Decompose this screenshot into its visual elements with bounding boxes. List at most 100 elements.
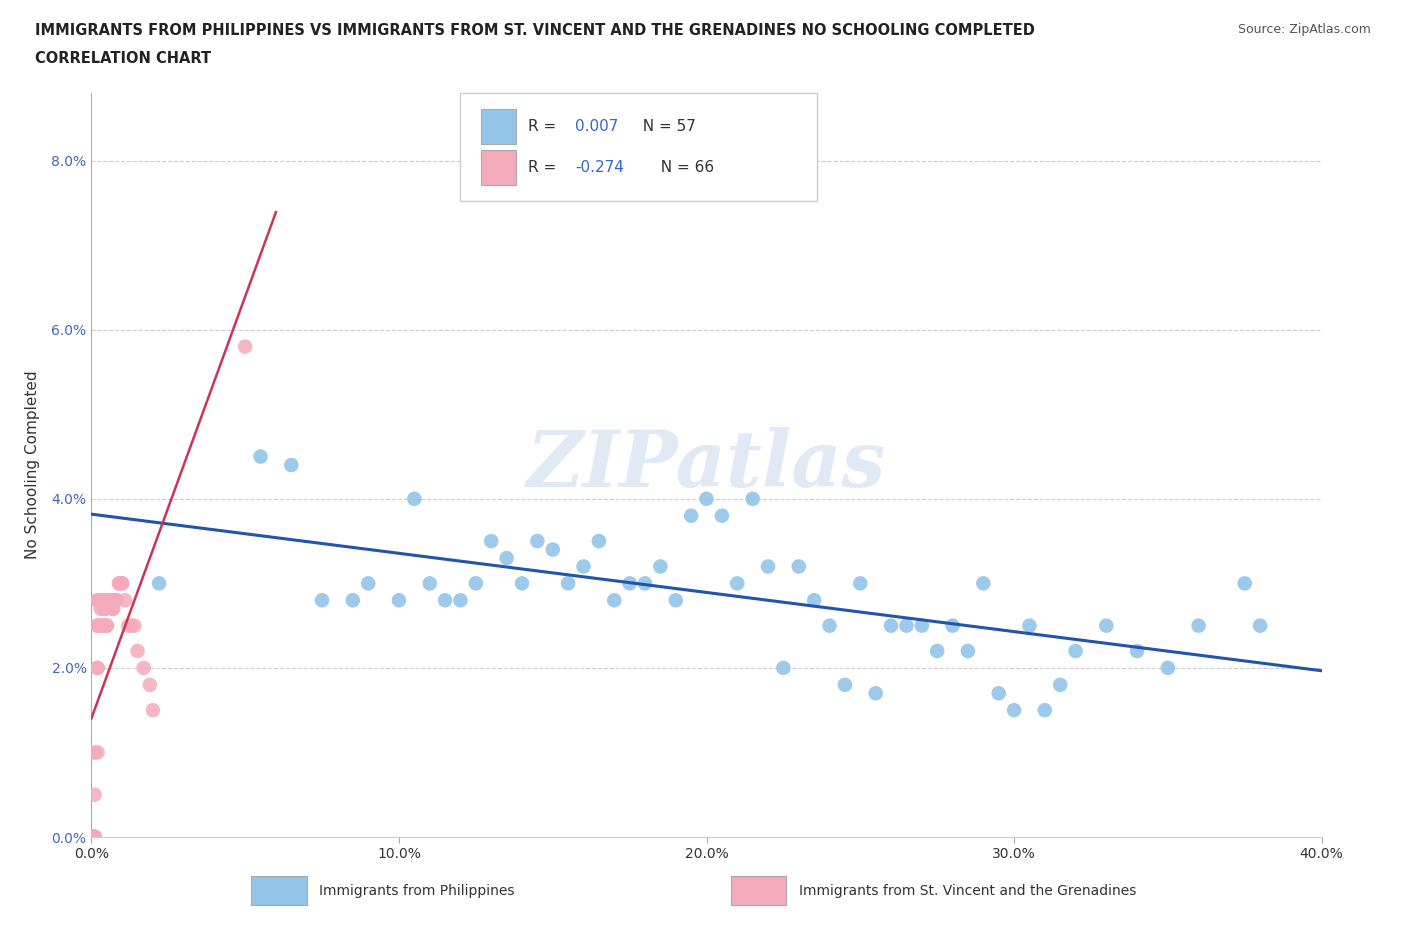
Point: [96, 592, 118, 607]
Point: [741, 491, 763, 506]
Point: [1157, 660, 1180, 675]
Point: [756, 559, 779, 574]
Point: [101, 602, 124, 617]
Point: [1033, 703, 1056, 718]
Point: [342, 592, 364, 607]
Point: [80, 830, 103, 844]
Point: [98, 592, 121, 607]
Point: [880, 618, 903, 633]
Point: [96, 592, 118, 607]
Point: [86, 618, 108, 633]
Text: Immigrants from Philippines: Immigrants from Philippines: [319, 884, 515, 897]
Point: [86, 745, 108, 760]
Point: [956, 644, 979, 658]
Point: [803, 592, 825, 607]
Point: [388, 592, 411, 607]
Point: [90, 618, 112, 633]
Point: [90, 602, 112, 617]
Point: [117, 618, 139, 633]
Point: [787, 559, 810, 574]
Point: [634, 576, 657, 591]
Point: [83, 830, 105, 844]
Bar: [731, 876, 786, 906]
Point: [479, 534, 502, 549]
Point: [83, 830, 105, 844]
Point: [603, 592, 626, 607]
Point: [510, 576, 533, 591]
Point: [93, 618, 115, 633]
Point: [1018, 618, 1040, 633]
Point: [86, 592, 108, 607]
Point: [1249, 618, 1271, 633]
Point: [404, 491, 426, 506]
Point: [105, 592, 127, 607]
Point: [120, 618, 142, 633]
Point: [86, 660, 108, 675]
Point: [449, 592, 471, 607]
Point: [90, 618, 112, 633]
Text: CORRELATION CHART: CORRELATION CHART: [35, 51, 211, 66]
Bar: [252, 876, 307, 906]
Point: [464, 576, 486, 591]
Point: [80, 830, 103, 844]
Point: [834, 677, 856, 692]
Point: [818, 618, 841, 633]
Point: [101, 602, 124, 617]
Point: [105, 592, 127, 607]
Point: [83, 830, 105, 844]
Point: [86, 660, 108, 675]
Point: [98, 592, 121, 607]
Point: [83, 830, 105, 844]
Point: [90, 618, 112, 633]
Point: [111, 576, 134, 591]
FancyBboxPatch shape: [460, 93, 817, 201]
Point: [108, 576, 131, 591]
Point: [896, 618, 918, 633]
Point: [665, 592, 688, 607]
Point: [101, 602, 124, 617]
Point: [495, 551, 517, 565]
Point: [96, 618, 118, 633]
Point: [83, 830, 105, 844]
Y-axis label: No Schooling Completed: No Schooling Completed: [25, 371, 41, 559]
Point: [105, 592, 127, 607]
Point: [249, 449, 271, 464]
Text: Source: ZipAtlas.com: Source: ZipAtlas.com: [1237, 23, 1371, 36]
Point: [86, 592, 108, 607]
Text: 0.007: 0.007: [575, 119, 619, 134]
Point: [1064, 644, 1087, 658]
Point: [80, 830, 103, 844]
Point: [619, 576, 641, 591]
Point: [93, 592, 115, 607]
Point: [83, 788, 105, 803]
Point: [90, 592, 112, 607]
Point: [434, 592, 457, 607]
Text: IMMIGRANTS FROM PHILIPPINES VS IMMIGRANTS FROM ST. VINCENT AND THE GRENADINES NO: IMMIGRANTS FROM PHILIPPINES VS IMMIGRANT…: [35, 23, 1035, 38]
Point: [681, 509, 703, 524]
Point: [942, 618, 965, 633]
Point: [98, 592, 121, 607]
Point: [865, 685, 887, 700]
Point: [114, 592, 136, 607]
Point: [1049, 677, 1071, 692]
Point: [311, 592, 333, 607]
Bar: [481, 150, 516, 185]
Point: [280, 458, 302, 472]
Point: [83, 830, 105, 844]
Text: R =: R =: [529, 119, 561, 134]
Point: [987, 685, 1010, 700]
Point: [849, 576, 872, 591]
Point: [911, 618, 934, 633]
Bar: [481, 109, 516, 144]
Point: [111, 576, 134, 591]
Point: [98, 592, 121, 607]
Point: [972, 576, 994, 591]
Point: [83, 830, 105, 844]
Point: [132, 660, 155, 675]
Point: [526, 534, 548, 549]
Point: [148, 576, 170, 591]
Point: [572, 559, 595, 574]
Point: [80, 830, 103, 844]
Point: [108, 576, 131, 591]
Point: [696, 491, 718, 506]
